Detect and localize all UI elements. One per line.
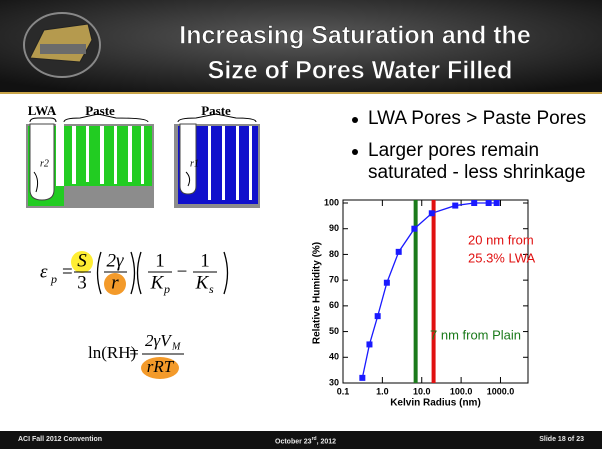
annotation: 20 nm from [468,232,534,247]
pore-diagram: LWA Paste Paste r2 r1 [26,103,260,208]
data-point [494,200,500,206]
eq-symbol: rRT [147,357,175,376]
eq-subscript: p [163,282,170,296]
equation: ln(RH) = 2γV M rRT [88,331,184,379]
data-point [384,280,390,286]
eq-symbol: 3 [77,272,87,293]
data-point [471,200,477,206]
y-tick-label: 90 [329,223,339,233]
radius-label: r1 [190,158,199,169]
annotation: 7 nm from Plain [430,327,521,342]
y-tick-label: 80 [329,249,339,259]
y-tick-label: 40 [329,352,339,362]
equation: ε p = S 3 2γ r 1 K p − 1 K s [40,250,228,295]
logo [24,13,100,77]
diagram-label: LWA [28,103,57,118]
footer: ACI Fall 2012 Convention October 23rd, 2… [0,431,602,449]
y-tick-label: 100 [324,197,339,207]
annotation: 25.3% LWA [468,250,536,265]
eq-operator: − [177,261,188,282]
bullet: LWA Pores > Paste Pores [352,108,602,130]
radius-label: r2 [40,158,49,169]
bullet-dot [352,149,358,155]
data-point [366,341,372,347]
footer-date: October 23rd, 2012 [275,436,336,445]
footer-left: ACI Fall 2012 Convention [18,436,102,443]
bullet-text: LWA Pores > Paste Pores [368,108,586,129]
x-tick-label: 100.0 [450,386,473,396]
x-axis-label: Kelvin Radius (nm) [390,398,481,409]
eq-operator: = [62,261,73,282]
eq-symbol: 2γ [107,250,125,271]
eq-symbol: 1 [200,250,210,271]
eq-symbol: K [195,272,210,293]
bullet-dot [352,117,358,123]
data-point [429,210,435,216]
x-tick-label: 1000.0 [487,386,515,396]
y-tick-label: 50 [329,326,339,336]
eq-symbol: r [111,272,119,293]
bullet: Larger pores remain saturated - less shr… [352,140,593,184]
header-rule [0,92,602,94]
eq-operator: = [129,343,139,362]
data-point [359,375,365,381]
eq-subscript: s [209,282,214,296]
x-tick-label: 0.1 [337,386,350,396]
y-tick-label: 70 [329,275,339,285]
data-point [486,200,492,206]
data-point [411,226,417,232]
data-point [396,249,402,255]
slide: Increasing Saturation and the Size of Po… [0,0,602,449]
data-point [452,203,458,209]
x-tick-label: 1.0 [376,386,389,396]
title-line: Size of Pores Water Filled [208,57,513,85]
x-tick-label: 10.0 [413,386,431,396]
eq-symbol: ε [40,261,48,282]
eq-subscript: M [171,341,181,352]
y-axis-label: Relative Humidity (%) [312,242,323,344]
eq-symbol: 1 [155,250,165,271]
eq-symbol: 2γV [145,331,173,350]
eq-symbol: S [77,250,87,271]
date-end: , 2012 [317,438,336,445]
title-line: Increasing Saturation and the [179,22,531,50]
y-tick-label: 60 [329,300,339,310]
data-point [375,313,381,319]
bullet-text: Larger pores remain saturated - less shr… [368,140,586,183]
date: October 23 [275,438,312,445]
eq-symbol: K [150,272,165,293]
footer-right: Slide 18 of 23 [539,436,584,443]
slide-graphics: Increasing Saturation and the Size of Po… [0,0,602,449]
series-line [362,203,496,378]
eq-subscript: p [50,272,57,286]
